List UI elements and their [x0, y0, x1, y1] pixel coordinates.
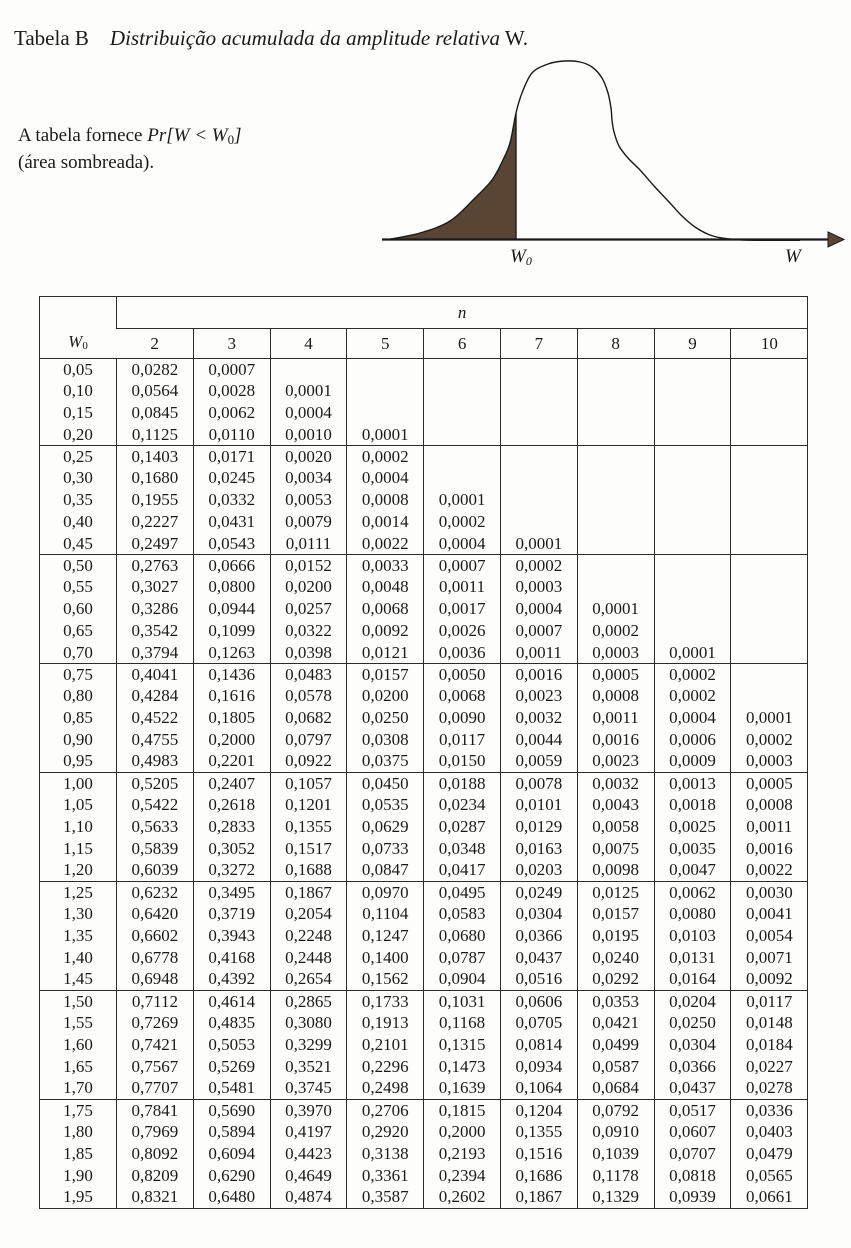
svg-text:W: W — [785, 246, 803, 267]
svg-text:W0: W0 — [510, 246, 532, 268]
